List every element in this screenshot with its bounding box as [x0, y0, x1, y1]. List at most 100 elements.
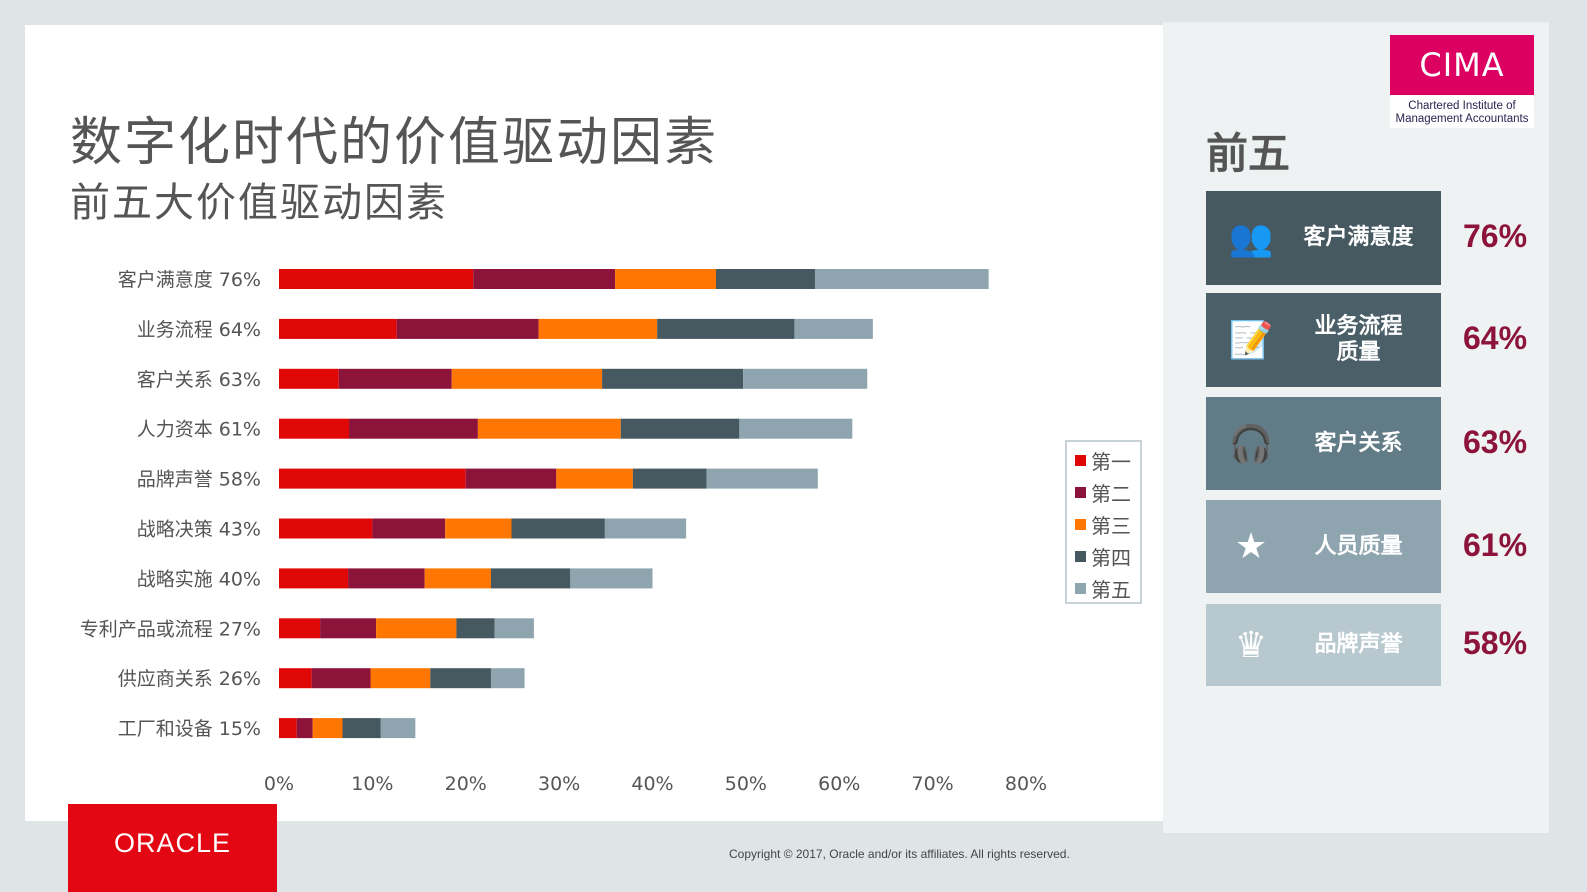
- top-driver-card: 📝 业务流程 质量: [1206, 293, 1441, 387]
- bar-segment: [396, 318, 539, 339]
- bar-segment: [380, 718, 416, 739]
- legend-label: 第五: [1091, 577, 1131, 602]
- panel-heading: 前五: [1206, 129, 1291, 178]
- bar-segment: [490, 668, 525, 689]
- bar-segment: [632, 468, 707, 489]
- bar-segment: [538, 318, 658, 339]
- bar-segment: [604, 518, 687, 539]
- bar-segment: [296, 718, 313, 739]
- team-star-icon: ★: [1234, 526, 1268, 567]
- cima-logo-mark: CIMA: [1390, 35, 1534, 95]
- bar-segment: [279, 668, 312, 689]
- category-label: 工厂和设备 15%: [118, 718, 261, 740]
- bar-segment: [743, 368, 868, 389]
- category-label: 品牌声誉 58%: [137, 469, 261, 491]
- bar-segment: [556, 468, 633, 489]
- oracle-logo: ORACLE: [68, 804, 277, 892]
- driver-label: 品牌声誉: [1314, 632, 1403, 657]
- bar-segment: [473, 269, 616, 289]
- bar-segment: [338, 368, 452, 389]
- x-tick-label: 10%: [351, 773, 393, 795]
- bar-segment: [445, 518, 512, 539]
- bar-segment: [279, 318, 397, 339]
- driver-label: 人员质量: [1314, 533, 1403, 559]
- bar-segment: [715, 269, 815, 289]
- legend-item: 第五: [1075, 572, 1140, 604]
- legend-swatch: [1075, 454, 1086, 466]
- bar-segment: [279, 618, 321, 639]
- legend-item: 第二: [1075, 476, 1140, 508]
- category-label: 业务流程 64%: [137, 319, 261, 341]
- x-tick-label: 80%: [1005, 773, 1047, 795]
- bar-segment: [370, 668, 431, 689]
- driver-label: 客户关系: [1314, 430, 1403, 456]
- legend-label: 第一: [1091, 449, 1131, 474]
- category-label: 专利产品或流程 27%: [80, 618, 261, 640]
- category-label: 客户满意度 76%: [118, 269, 261, 291]
- bar-segment: [372, 518, 446, 539]
- slide-title: 数字化时代的价值驱动因素: [70, 113, 719, 173]
- stacked-bar-chart: 客户满意度 76% 业务流程 64% 客户关系 63% 人力资本 61% 品牌声誉 58…: [80, 269, 1047, 795]
- headset-person-icon: 🎧: [1228, 423, 1274, 465]
- process-document-icon: 📝: [1228, 320, 1274, 361]
- x-tick-label: 0%: [264, 773, 294, 795]
- legend-label: 第四: [1091, 545, 1131, 570]
- x-tick-label: 40%: [631, 773, 673, 795]
- bar-segment: [312, 718, 343, 739]
- x-tick-label: 20%: [445, 773, 487, 795]
- bar-segment: [477, 418, 621, 439]
- x-tick-label: 30%: [538, 773, 580, 795]
- bar-segment: [311, 668, 371, 689]
- driver-label: 业务流程 质量: [1314, 314, 1403, 365]
- category-label: 人力资本 61%: [137, 419, 261, 441]
- bar-segment: [657, 318, 795, 339]
- bar-segment: [342, 718, 381, 739]
- x-tick-label: 60%: [818, 773, 860, 795]
- bar-segment: [279, 568, 349, 589]
- legend-item: 第三: [1075, 508, 1140, 540]
- bar-segment: [451, 368, 603, 389]
- bar-segment: [511, 518, 605, 539]
- top-driver-card: 🎧 客户关系: [1206, 397, 1441, 490]
- crown-shield-icon: ♛: [1234, 624, 1268, 666]
- legend-label: 第三: [1091, 513, 1131, 538]
- bar-segment: [279, 368, 339, 389]
- legend-item: 第四: [1075, 540, 1140, 572]
- bar-segment: [465, 468, 557, 489]
- category-label: 战略决策 43%: [137, 519, 261, 541]
- bar-segment: [320, 618, 377, 639]
- driver-percent: 63%: [1462, 423, 1528, 460]
- chart-legend: 第一第二第三第四第五: [1065, 440, 1142, 604]
- bar-segment: [620, 418, 740, 439]
- bar-segment: [814, 269, 989, 289]
- customer-service-desk-icon: 👥: [1228, 218, 1274, 259]
- bar-segment: [570, 568, 653, 589]
- bar-segment: [279, 468, 466, 489]
- driver-percent: 64%: [1462, 320, 1528, 356]
- top-driver-card: ♛ 品牌声誉: [1206, 604, 1441, 686]
- driver-percent: 58%: [1462, 625, 1528, 661]
- category-label: 客户关系 63%: [137, 369, 261, 391]
- x-tick-label: 70%: [912, 773, 954, 795]
- bar-segment: [456, 618, 495, 639]
- bar-segment: [615, 269, 716, 289]
- legend-swatch: [1075, 518, 1086, 530]
- legend-swatch: [1075, 582, 1086, 594]
- copyright-text: Copyright © 2017, Oracle and/or its affi…: [729, 847, 1070, 861]
- bar-segment: [279, 718, 297, 739]
- legend-label: 第二: [1091, 481, 1131, 506]
- bar-segment: [794, 318, 873, 339]
- driver-label: 客户满意度: [1303, 225, 1414, 250]
- bar-segment: [349, 418, 478, 439]
- legend-swatch: [1075, 550, 1086, 562]
- bar-segment: [376, 618, 457, 639]
- bar-segment: [279, 269, 474, 289]
- x-tick-label: 50%: [725, 773, 767, 795]
- bar-segment: [430, 668, 491, 689]
- bar-segment: [279, 418, 350, 439]
- bar-segment: [706, 468, 818, 489]
- legend-swatch: [1075, 486, 1086, 498]
- cima-logo: CIMA Chartered Institute of Management Ac…: [1390, 35, 1534, 128]
- bar-segment: [490, 568, 571, 589]
- top-driver-card: ★ 人员质量: [1206, 500, 1441, 593]
